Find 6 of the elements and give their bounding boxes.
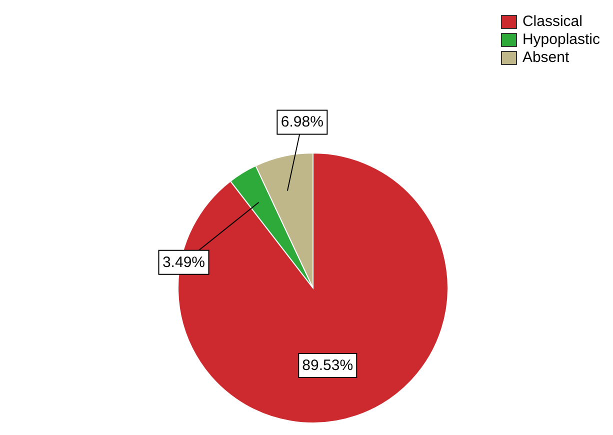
- legend-label: Absent: [522, 49, 570, 67]
- data-label: 89.53%: [302, 356, 354, 374]
- legend-label: Classical: [522, 13, 582, 31]
- legend-label: Hypoplastic: [522, 31, 600, 49]
- data-label: 6.98%: [280, 114, 324, 131]
- data-label: 3.49%: [162, 254, 206, 271]
